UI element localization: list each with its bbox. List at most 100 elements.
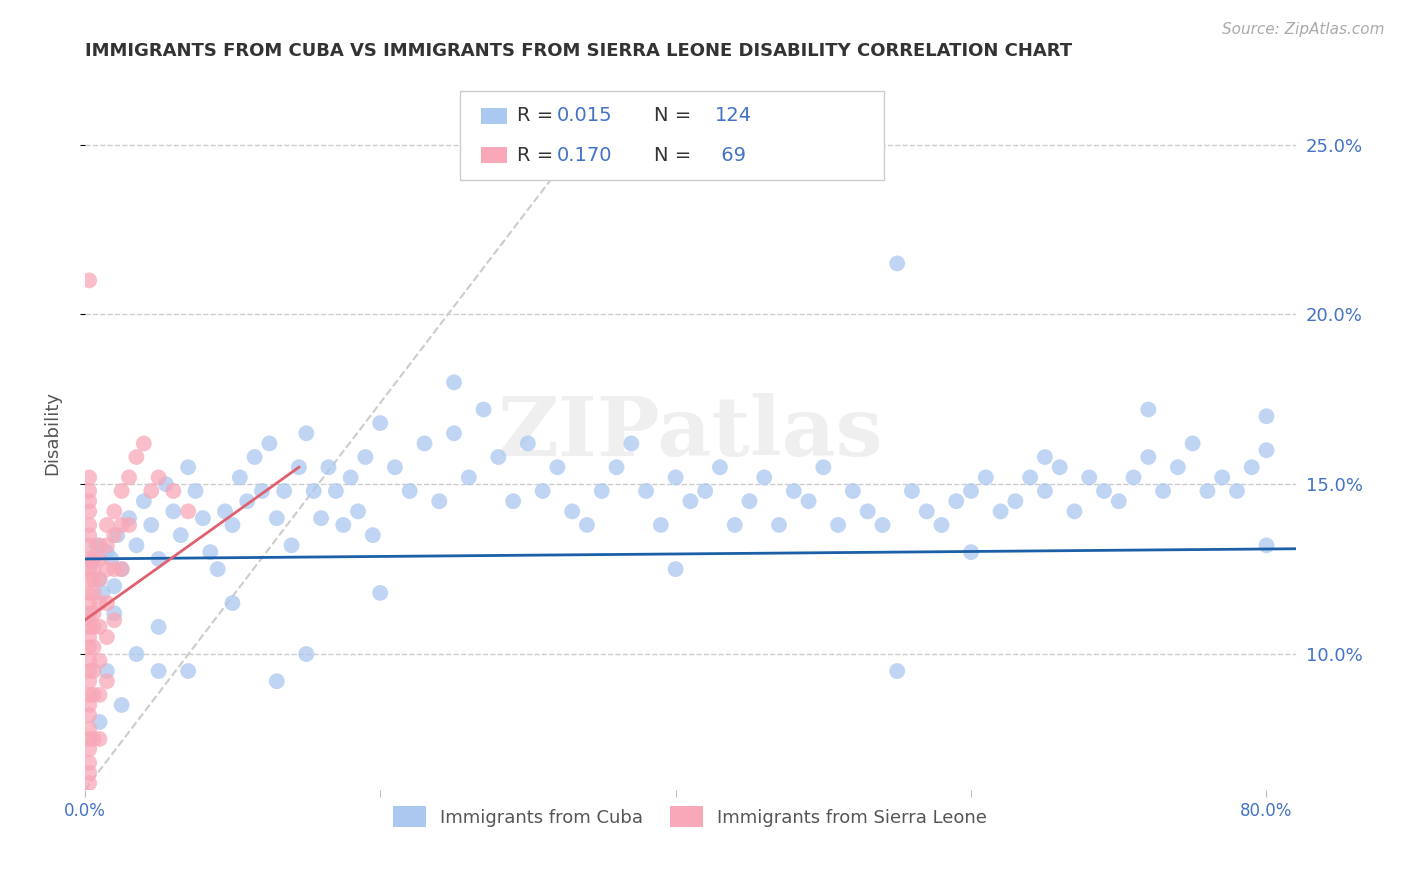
Legend: Immigrants from Cuba, Immigrants from Sierra Leone: Immigrants from Cuba, Immigrants from Si…: [387, 799, 994, 834]
Point: [221, 596, 243, 610]
Point: [111, 698, 134, 712]
Point: [77, 528, 100, 542]
Point: [443, 426, 465, 441]
Point: [842, 483, 865, 498]
Point: [1049, 460, 1071, 475]
Text: 0.015: 0.015: [557, 106, 613, 126]
Point: [77, 562, 100, 576]
Point: [266, 674, 288, 689]
Point: [1211, 470, 1233, 484]
Point: [91, 586, 114, 600]
Point: [974, 470, 997, 484]
Point: [105, 528, 128, 542]
Point: [162, 483, 184, 498]
Text: 69: 69: [714, 145, 745, 164]
Point: [155, 477, 177, 491]
Point: [77, 766, 100, 780]
Point: [354, 450, 377, 464]
Point: [77, 494, 100, 508]
Point: [77, 470, 100, 484]
Point: [783, 483, 806, 498]
Point: [111, 562, 134, 576]
Point: [502, 494, 524, 508]
Point: [77, 572, 100, 586]
Point: [915, 504, 938, 518]
Point: [148, 470, 170, 484]
Point: [83, 620, 105, 634]
Point: [83, 731, 105, 746]
Point: [901, 483, 924, 498]
Point: [77, 596, 100, 610]
Point: [754, 470, 776, 484]
Point: [1197, 483, 1219, 498]
Point: [86, 538, 108, 552]
Point: [96, 518, 118, 533]
Point: [709, 460, 731, 475]
Point: [77, 756, 100, 770]
Point: [83, 572, 105, 586]
Point: [83, 607, 105, 621]
Text: N =: N =: [654, 145, 697, 164]
Point: [82, 555, 104, 569]
Point: [162, 504, 184, 518]
Point: [103, 504, 125, 518]
Point: [77, 552, 100, 566]
Point: [77, 518, 100, 533]
Point: [170, 528, 193, 542]
FancyBboxPatch shape: [481, 108, 508, 124]
Point: [77, 620, 100, 634]
Point: [77, 613, 100, 627]
Text: 124: 124: [714, 106, 752, 126]
Point: [77, 640, 100, 655]
Point: [931, 518, 953, 533]
Point: [266, 511, 288, 525]
Point: [280, 538, 302, 552]
Text: N =: N =: [654, 106, 697, 126]
Point: [332, 518, 354, 533]
Point: [89, 654, 111, 668]
Point: [89, 596, 111, 610]
Point: [650, 518, 672, 533]
Point: [89, 572, 111, 586]
Point: [77, 654, 100, 668]
Point: [695, 483, 717, 498]
Point: [575, 518, 598, 533]
Point: [77, 664, 100, 678]
Point: [83, 552, 105, 566]
Point: [103, 607, 125, 621]
Point: [605, 460, 627, 475]
Point: [83, 688, 105, 702]
Point: [295, 426, 318, 441]
Point: [221, 518, 243, 533]
Point: [125, 647, 148, 661]
Point: [96, 630, 118, 644]
Point: [184, 483, 207, 498]
Point: [177, 460, 200, 475]
Point: [118, 470, 141, 484]
Point: [141, 483, 163, 498]
Point: [457, 470, 479, 484]
Point: [96, 596, 118, 610]
Point: [148, 552, 170, 566]
Point: [111, 518, 134, 533]
Point: [636, 483, 658, 498]
Point: [89, 714, 111, 729]
Point: [413, 436, 436, 450]
Point: [132, 494, 155, 508]
Point: [1256, 538, 1278, 552]
Point: [1078, 470, 1101, 484]
Point: [1240, 460, 1263, 475]
Point: [77, 698, 100, 712]
Point: [77, 504, 100, 518]
Point: [89, 572, 111, 586]
FancyBboxPatch shape: [481, 147, 508, 163]
Point: [1122, 470, 1144, 484]
Point: [77, 586, 100, 600]
Point: [1033, 450, 1056, 464]
Point: [229, 470, 252, 484]
Text: ZIPatlas: ZIPatlas: [498, 393, 883, 474]
Point: [886, 664, 908, 678]
Point: [236, 494, 259, 508]
Point: [89, 688, 111, 702]
Point: [77, 708, 100, 723]
